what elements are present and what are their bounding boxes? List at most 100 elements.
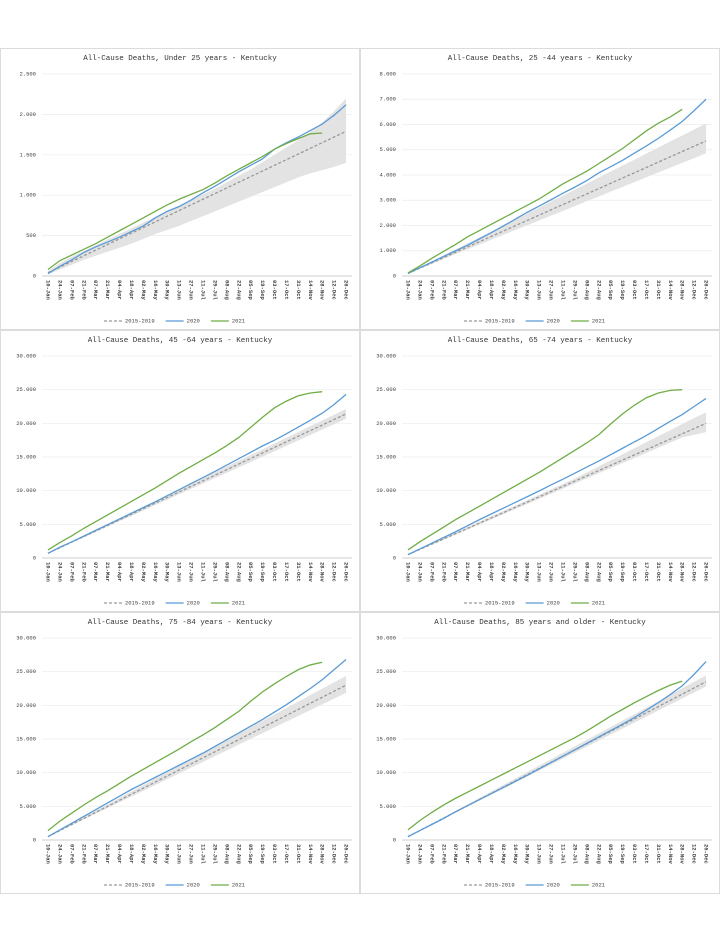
y-tick-label: 5.000 [19,521,36,528]
x-tick-label: 13-Jun [536,844,543,864]
legend-label: 2020 [187,599,200,606]
y-tick-label: 10.000 [16,769,36,776]
x-tick-label: 11-Jul [560,562,567,583]
x-tick-label: 10-Jan [45,562,52,582]
x-tick-label: 26-Dec [343,280,350,300]
x-tick-label: 12-Dec [691,280,698,300]
series-line [407,397,707,556]
x-tick-label: 02-May [140,562,147,583]
y-tick-label: 0 [393,836,396,843]
x-tick-label: 25-Jul [571,844,578,865]
x-tick-label: 07-Feb [68,844,75,865]
x-tick-label: 12-Dec [331,844,338,864]
x-tick-label: 13-Jun [176,844,183,864]
chart-title: All-Cause Deaths, Under 25 years - Kentu… [83,55,277,63]
x-tick-label: 22-Aug [235,280,242,300]
x-tick-label: 02-May [500,280,507,301]
x-tick-label: 04-Apr [476,844,483,864]
y-tick-label: 5.000 [379,146,396,153]
x-tick-label: 16-May [152,562,159,583]
x-tick-label: 27-Jun [188,280,195,300]
x-tick-label: 24-Jan [416,280,423,300]
x-tick-label: 13-Jun [176,562,183,582]
x-tick-label: 19-Sep [259,280,266,301]
y-tick-label: 0 [393,272,396,279]
x-tick-label: 08-Aug [583,280,590,300]
series-line [47,659,347,838]
x-tick-label: 31-Oct [295,562,302,582]
legend-label: 2020 [187,317,200,324]
legend-label: 2015-2019 [485,317,515,324]
series-line [407,98,707,275]
x-tick-label: 27-Jun [548,844,555,864]
y-tick-label: 15.000 [16,735,36,742]
x-tick-label: 21-Mar [464,844,471,864]
x-tick-label: 05-Sep [247,844,254,865]
x-tick-label: 07-Feb [428,280,435,301]
x-tick-label: 04-Apr [116,280,123,300]
y-tick-label: 8.000 [379,70,396,77]
x-tick-label: 24-Jan [56,844,63,864]
y-tick-label: 2.000 [19,111,36,118]
chart-title: All-Cause Deaths, 45 -64 years - Kentuck… [88,337,273,345]
x-tick-label: 14-Nov [667,280,674,301]
series-line [47,132,323,271]
x-tick-label: 25-Jul [571,562,578,583]
y-tick-label: 10.000 [16,487,36,494]
x-tick-label: 08-Aug [223,280,230,300]
x-tick-label: 25-Jul [211,280,218,301]
x-tick-label: 07-Mar [92,280,99,300]
x-tick-label: 30-May [524,844,531,865]
series-line [47,393,347,554]
series-line [47,684,347,838]
y-tick-label: 5.000 [19,803,36,810]
y-tick-label: 10.000 [376,487,396,494]
legend-label: 2015-2019 [125,881,155,888]
chart-title: All-Cause Deaths, 65 -74 years - Kentuck… [448,337,633,345]
chart-panel: All-Cause Deaths, Under 25 years - Kentu… [0,48,360,330]
chart-panel: All-Cause Deaths, 65 -74 years - Kentuck… [360,330,720,612]
chart-title: All-Cause Deaths, 25 -44 years - Kentuck… [448,55,633,63]
series-line [407,680,683,831]
x-tick-label: 24-Jan [56,562,63,582]
x-tick-label: 21-Mar [104,844,111,864]
y-tick-label: 30.000 [376,634,396,641]
x-tick-label: 30-May [164,844,171,865]
panel-border [0,48,360,330]
y-tick-label: 30.000 [16,352,36,359]
x-tick-label: 05-Sep [247,280,254,301]
y-tick-label: 20.000 [376,702,396,709]
y-tick-label: 30.000 [16,634,36,641]
x-tick-label: 14-Nov [667,562,674,583]
y-tick-label: 6.000 [379,121,396,128]
x-tick-label: 04-Apr [476,562,483,582]
x-tick-label: 28-Nov [319,562,326,583]
chart-panel: All-Cause Deaths, 45 -64 years - Kentuck… [0,330,360,612]
x-tick-label: 07-Mar [92,562,99,582]
x-tick-label: 19-Sep [259,844,266,865]
panel-border [0,612,360,894]
x-tick-label: 31-Oct [295,280,302,300]
y-tick-label: 10.000 [376,769,396,776]
x-tick-label: 02-May [500,844,507,865]
x-tick-label: 11-Jul [560,844,567,865]
x-tick-label: 10-Jan [405,280,412,300]
x-tick-label: 31-Oct [655,844,662,864]
x-tick-label: 05-Sep [607,280,614,301]
x-tick-label: 18-Apr [488,562,495,582]
x-tick-label: 12-Dec [331,562,338,582]
y-tick-label: 3.000 [379,197,396,204]
y-tick-label: 30.000 [376,352,396,359]
x-tick-label: 16-May [512,280,519,301]
legend-label: 2021 [592,881,606,888]
x-tick-label: 22-Aug [595,562,602,582]
y-tick-label: 20.000 [376,420,396,427]
x-tick-label: 24-Jan [416,562,423,582]
x-tick-label: 07-Feb [68,562,75,583]
y-tick-label: 15.000 [376,453,396,460]
x-tick-label: 26-Dec [703,562,710,582]
legend-label: 2021 [592,599,606,606]
x-tick-label: 03-Oct [631,280,638,300]
